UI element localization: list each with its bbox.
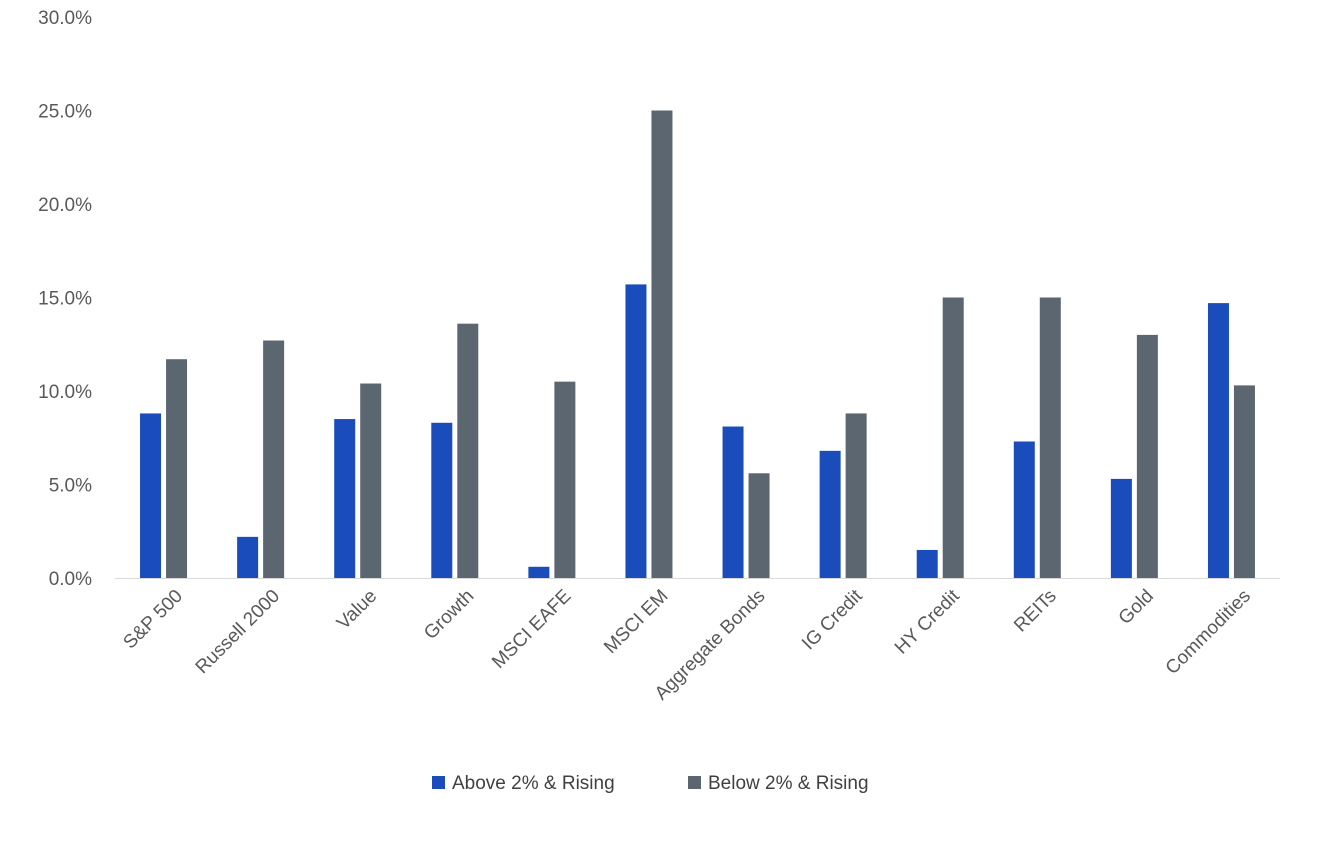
bar-aggregate-bonds-series-1 — [722, 426, 744, 578]
bar-russell-2000-series-1 — [237, 536, 259, 578]
bar-gold-series-1 — [1110, 478, 1132, 578]
x-tick-label: MSCI EM — [600, 586, 672, 658]
bar-sandp-500-series-1 — [140, 413, 162, 578]
x-tick-label: IG Credit — [798, 585, 867, 654]
legend-label-1: Above 2% & Rising — [452, 773, 615, 794]
bar-msci-em-series-1 — [625, 284, 647, 578]
y-tick-label: 10.0% — [38, 382, 92, 403]
bar-msci-eafe-series-1 — [528, 566, 550, 578]
x-tick-label: HY Credit — [891, 585, 964, 658]
legend-swatch-1 — [432, 776, 445, 789]
bar-ig-credit-series-1 — [819, 450, 841, 578]
bar-value-series-1 — [334, 419, 356, 578]
x-tick-label: Value — [333, 586, 381, 634]
x-tick-label: Commodities — [1162, 586, 1255, 679]
bar-growth-series-1 — [431, 422, 453, 578]
legend: Above 2% & Rising Below 2% & Rising — [432, 773, 869, 794]
bar-msci-eafe-series-2 — [554, 381, 576, 578]
x-tick-label: Russell 2000 — [192, 586, 285, 679]
y-tick-label: 0.0% — [49, 569, 92, 590]
x-tick-label: Gold — [1115, 586, 1158, 629]
bar-ig-credit-series-2 — [845, 413, 867, 578]
x-tick-label: S&P 500 — [119, 586, 187, 654]
x-tick-label: MSCI EAFE — [488, 586, 575, 673]
bars — [140, 110, 1255, 578]
y-tick-label: 15.0% — [38, 289, 92, 310]
legend-swatch-2 — [688, 776, 701, 789]
x-tick-label: Growth — [420, 586, 478, 644]
x-tick-label: REITs — [1010, 586, 1061, 637]
bar-hy-credit-series-2 — [942, 297, 964, 578]
bar-commodities-series-1 — [1207, 303, 1229, 578]
bar-msci-em-series-2 — [651, 110, 673, 578]
x-axis: S&P 500 Russell 2000 Value Growth MSCI EAFE M… — [115, 578, 1280, 704]
bar-value-series-2 — [360, 383, 382, 578]
bar-reits-series-2 — [1039, 297, 1061, 578]
y-tick-label: 20.0% — [38, 195, 92, 216]
bar-commodities-series-2 — [1233, 385, 1255, 578]
y-axis: 0.0% 5.0% 10.0% 15.0% 20.0% 25.0% 30.0% — [38, 8, 92, 590]
y-tick-label: 25.0% — [38, 102, 92, 123]
bar-sandp-500-series-2 — [166, 359, 188, 578]
bar-aggregate-bonds-series-2 — [748, 473, 770, 578]
bar-hy-credit-series-1 — [916, 549, 938, 578]
bar-russell-2000-series-2 — [263, 340, 285, 578]
bar-growth-series-2 — [457, 323, 479, 578]
bar-reits-series-1 — [1013, 441, 1035, 578]
bar-gold-series-2 — [1136, 334, 1158, 578]
y-tick-label: 5.0% — [49, 476, 92, 497]
legend-label-2: Below 2% & Rising — [708, 773, 869, 794]
y-tick-label: 30.0% — [38, 8, 92, 29]
